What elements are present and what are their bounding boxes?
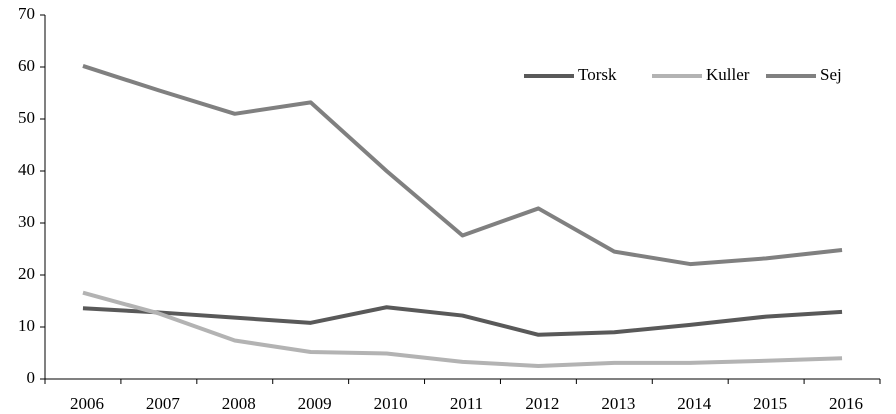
y-tick-label: 70 xyxy=(18,4,35,23)
legend-label: Torsk xyxy=(578,65,617,84)
x-tick-label: 2012 xyxy=(525,394,559,413)
series-line xyxy=(82,305,843,337)
x-tick-label: 2010 xyxy=(374,394,408,413)
legend-label: Sej xyxy=(820,65,842,84)
y-tick-label: 0 xyxy=(27,368,36,387)
y-tick-label: 10 xyxy=(18,316,35,335)
y-tick-label: 20 xyxy=(18,264,35,283)
x-tick-label: 2014 xyxy=(677,394,712,413)
series-line xyxy=(82,290,843,368)
y-tick-label: 30 xyxy=(18,212,35,231)
y-tick-label: 50 xyxy=(18,108,35,127)
legend-label: Kuller xyxy=(706,65,750,84)
y-tick-label: 60 xyxy=(18,56,35,75)
x-tick-label: 2008 xyxy=(222,394,256,413)
x-tick-label: 2009 xyxy=(298,394,332,413)
x-tick-label: 2015 xyxy=(753,394,787,413)
series-line xyxy=(82,64,843,267)
x-tick-label: 2011 xyxy=(450,394,483,413)
x-tick-label: 2006 xyxy=(70,394,104,413)
x-tick-label: 2007 xyxy=(146,394,181,413)
x-tick-label: 2013 xyxy=(601,394,635,413)
y-tick-label: 40 xyxy=(18,160,35,179)
x-tick-label: 2016 xyxy=(829,394,863,413)
